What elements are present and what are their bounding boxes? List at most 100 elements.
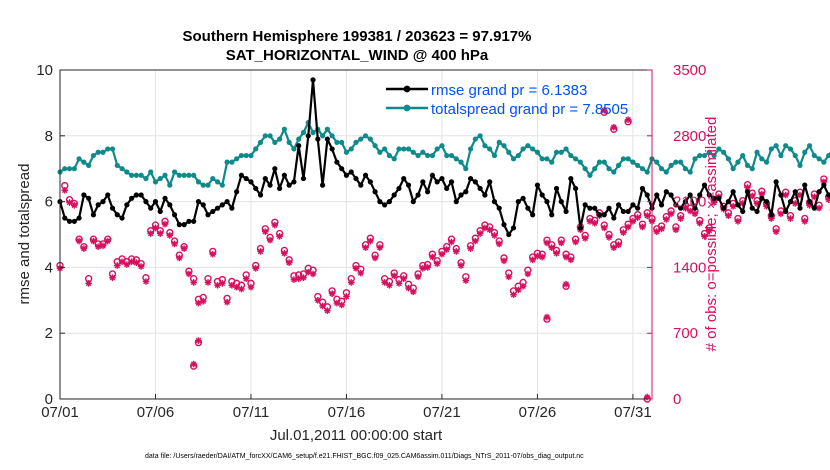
totalspread-point <box>415 152 421 159</box>
obs-assimilated-point <box>529 256 536 264</box>
obs-mark-stroke <box>505 273 512 280</box>
y-left-tick-label: 4 <box>45 259 53 276</box>
obs-mark-stroke <box>257 248 264 255</box>
obs-mark-stroke <box>200 298 207 305</box>
totalspread-point <box>377 149 383 155</box>
totalspread-point <box>520 146 526 152</box>
rmse-point <box>76 215 82 221</box>
obs-mark-stroke <box>639 224 646 230</box>
rmse-point <box>372 189 378 195</box>
obs-assimilated-point <box>257 248 264 255</box>
totalspread-point <box>596 159 603 165</box>
totalspread-point <box>253 146 259 152</box>
totalspread-point <box>81 159 87 165</box>
obs-mark-stroke <box>744 184 751 191</box>
totalspread-point <box>444 152 450 159</box>
totalspread-point <box>530 146 536 152</box>
rmse-point <box>697 192 703 198</box>
rmse-point <box>759 195 765 201</box>
rmse-point <box>205 212 211 218</box>
obs-mark-stroke <box>448 239 455 245</box>
obs-assimilated-point <box>424 264 431 271</box>
rmse-point <box>195 199 202 205</box>
totalspread-point <box>678 159 684 165</box>
obs-assimilated-point <box>429 253 436 261</box>
rmse-point <box>382 202 388 208</box>
obs-assimilated-point <box>457 262 465 269</box>
totalspread-point <box>362 133 369 139</box>
rmse-point <box>740 208 746 215</box>
obs-assimilated-point <box>285 259 293 266</box>
totalspread-point <box>606 166 612 172</box>
obs-assimilated-point <box>324 307 331 314</box>
obs-assimilated-point <box>591 219 599 227</box>
obs-mark-stroke <box>252 265 259 272</box>
totalspread-point <box>563 146 569 152</box>
rmse-point <box>802 182 808 188</box>
obs-assimilated-point <box>581 234 589 242</box>
totalspread-point <box>439 143 445 149</box>
totalspread-point <box>682 166 689 172</box>
rmse-point <box>391 192 397 198</box>
obs-assimilated-point <box>744 184 751 191</box>
obs-mark-stroke <box>147 230 154 237</box>
totalspread-point <box>358 136 364 142</box>
rmse-point <box>463 189 469 195</box>
chart-title-line2: SAT_HORIZONTAL_WIND @ 400 hPa <box>226 47 489 64</box>
rmse-point <box>534 182 541 188</box>
totalspread-point <box>625 156 631 162</box>
totalspread-point <box>730 166 736 172</box>
rmse-point <box>783 208 789 215</box>
obs-mark-stroke <box>372 255 378 261</box>
totalspread-point <box>401 146 407 152</box>
rmse-point <box>191 218 197 224</box>
rmse-point <box>792 189 798 195</box>
obs-assimilated-point <box>180 245 188 252</box>
totalspread-point <box>229 159 235 165</box>
rmse-point <box>744 189 751 195</box>
totalspread-point <box>701 152 708 159</box>
obs-assimilated-point <box>357 269 365 277</box>
obs-mark-stroke <box>653 228 660 235</box>
rmse-point <box>592 205 598 211</box>
obs-mark-stroke <box>272 222 278 228</box>
rmse-point <box>66 218 73 224</box>
obs-assimilated-point <box>734 218 742 225</box>
legend-rmse-label: rmse grand pr = 6.1383 <box>431 82 587 99</box>
totalspread-point <box>477 133 483 139</box>
totalspread-point <box>744 162 751 169</box>
totalspread-point <box>210 175 216 182</box>
rmse-point <box>611 215 617 221</box>
totalspread-point <box>66 166 73 172</box>
totalspread-point <box>501 143 507 149</box>
legend-spread-label: totalspread grand pr = 7.8505 <box>431 101 628 118</box>
obs-mark-stroke <box>625 116 631 123</box>
obs-assimilated-point <box>300 274 307 282</box>
rmse-point <box>181 222 187 228</box>
rmse-point <box>553 185 560 192</box>
totalspread-point <box>353 139 359 145</box>
obs-mark-stroke <box>825 197 830 203</box>
y-axis-left: 0 2 4 6 8 10 <box>36 62 65 408</box>
obs-mark-stroke <box>338 302 345 308</box>
totalspread-point <box>267 133 273 139</box>
obs-mark-stroke <box>663 216 670 223</box>
totalspread-point <box>238 152 245 159</box>
obs-mark-stroke <box>558 240 565 246</box>
y-right-tick-label: 700 <box>673 325 698 342</box>
x-tick-label: 07/26 <box>519 404 557 421</box>
rmse-point <box>305 133 311 139</box>
obs-assimilated-point <box>161 220 169 228</box>
totalspread-point <box>472 136 478 142</box>
rmse-point <box>615 202 622 208</box>
rmse-point <box>568 175 574 182</box>
rmse-point <box>706 192 712 198</box>
obs-mark-stroke <box>391 273 397 279</box>
obs-mark-stroke <box>677 215 684 222</box>
rmse-point <box>434 179 440 185</box>
totalspread-point <box>200 182 206 188</box>
obs-mark-stroke <box>529 257 536 263</box>
obs-mark-stroke <box>61 187 68 194</box>
obs-mark-stroke <box>486 226 493 233</box>
obs-mark-stroke <box>501 258 507 264</box>
